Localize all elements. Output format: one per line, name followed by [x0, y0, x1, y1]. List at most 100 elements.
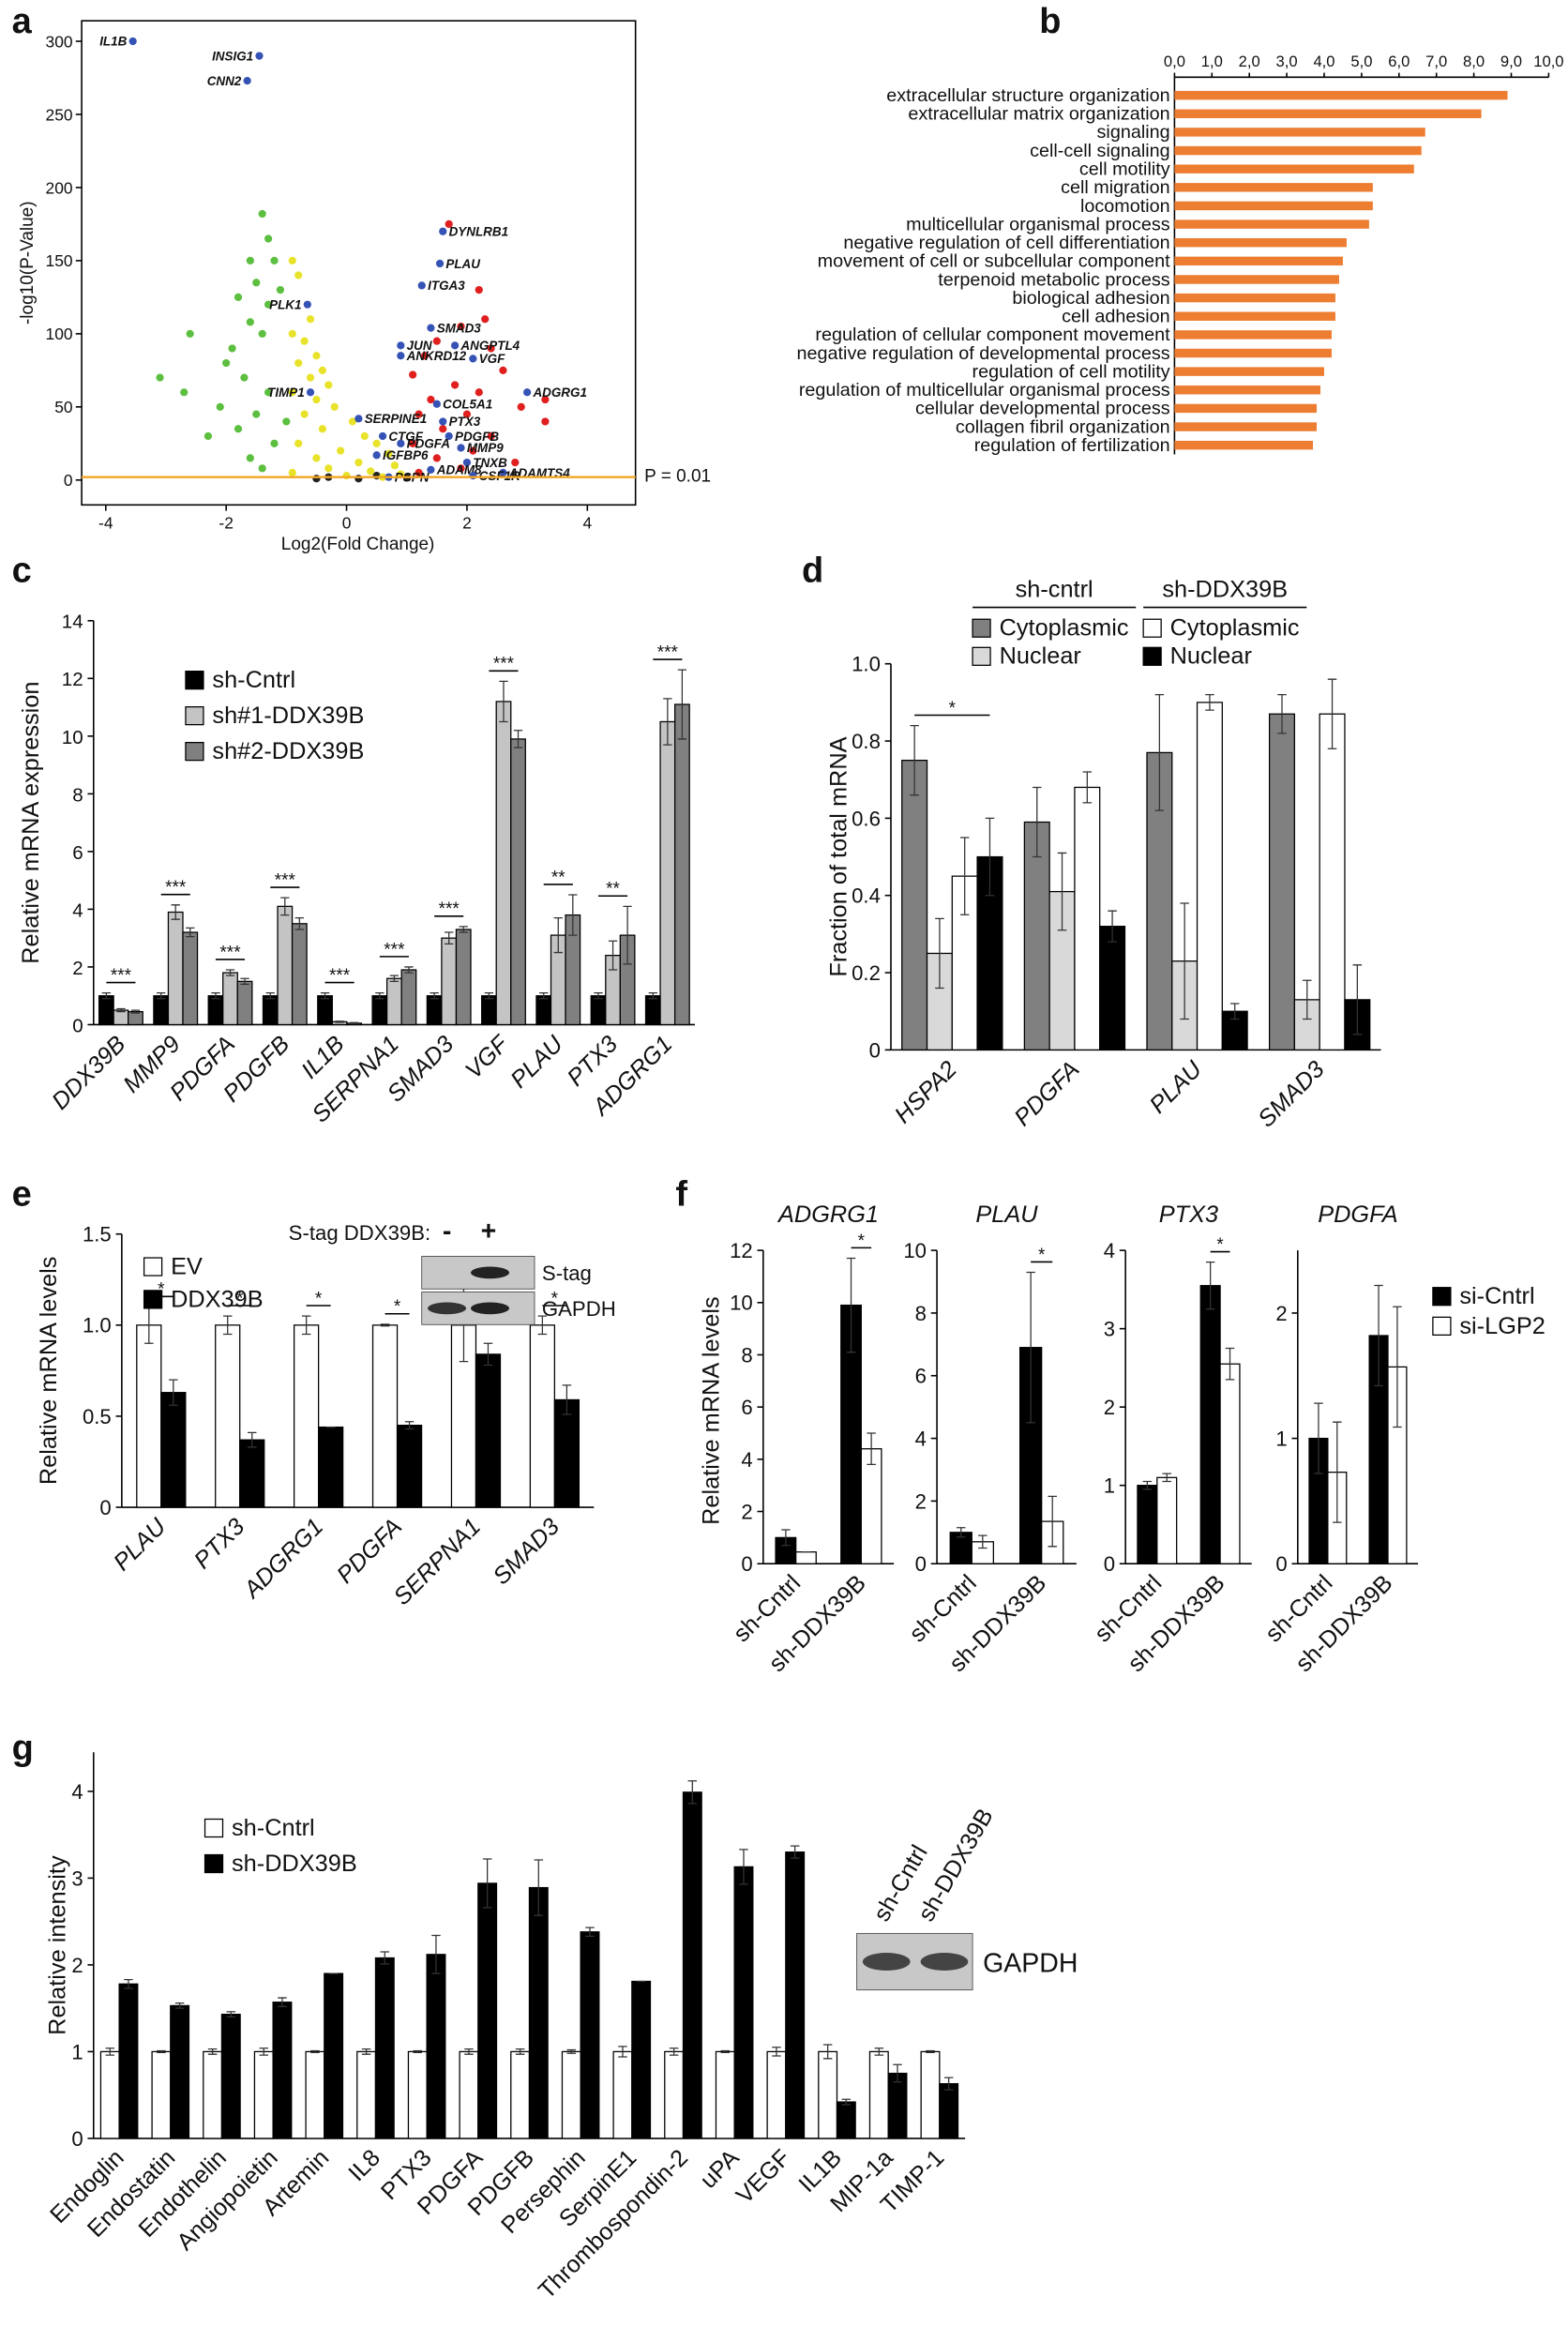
error-bar	[893, 2063, 902, 2083]
x-tick-label: 4,0	[1313, 53, 1334, 70]
data-point	[270, 256, 279, 265]
point-label: ANKRD12	[406, 349, 467, 363]
bar	[1174, 348, 1332, 358]
bar	[673, 703, 690, 1026]
bar	[939, 2083, 959, 2139]
error-bar	[566, 2048, 577, 2054]
panel-letter: b	[1039, 2, 1061, 41]
error-bar	[1277, 694, 1287, 734]
x-tick-label: 7,0	[1425, 53, 1447, 70]
error-bar	[687, 1780, 698, 1805]
category-label: collagen fibril organization	[956, 416, 1170, 437]
y-tick-label: 0	[72, 1015, 83, 1036]
bar	[441, 937, 458, 1026]
error-bar	[157, 2049, 166, 2053]
error-bar	[431, 1934, 441, 1974]
y-axis-label: Relative intensity	[45, 1855, 71, 2035]
category-label: regulation of cell motility	[972, 361, 1170, 382]
bar	[160, 1392, 187, 1508]
error-bar	[1180, 902, 1189, 1020]
data-point	[354, 458, 363, 467]
data-point	[450, 381, 460, 389]
error-bar	[464, 2048, 474, 2055]
data-point	[541, 395, 550, 404]
bar	[1219, 1363, 1241, 1564]
error-bar	[1374, 1284, 1383, 1387]
data-point	[288, 256, 296, 265]
y-tick-label: 0	[869, 1038, 881, 1062]
data-point	[372, 451, 381, 460]
legend-label: si-LGP2	[1459, 1313, 1545, 1339]
bar	[1196, 702, 1223, 1051]
legend-swatch	[185, 706, 204, 726]
data-point	[415, 410, 423, 418]
data-point	[420, 352, 430, 360]
point-label: CNN2	[207, 74, 242, 88]
blot-row-label: GAPDH	[542, 1297, 616, 1321]
significance-label: *	[394, 1297, 401, 1317]
data-point	[439, 227, 447, 235]
legend-label: sh-DDX39B	[232, 1851, 357, 1877]
category-label: extracellular matrix organization	[908, 104, 1169, 125]
data-point	[541, 417, 550, 426]
bar	[1174, 440, 1314, 450]
error-bar	[790, 1845, 800, 1859]
chart-title: PTX3	[1159, 1201, 1218, 1228]
error-bar	[1154, 694, 1165, 811]
y-tick-label: 4	[1104, 1239, 1115, 1262]
legend-swatch	[143, 1290, 163, 1309]
error-bar	[380, 1323, 390, 1327]
data-point	[427, 324, 435, 332]
y-tick-label: 0.2	[852, 961, 881, 985]
data-point	[417, 281, 426, 290]
data-point	[240, 373, 249, 382]
data-point	[397, 341, 405, 350]
x-tick-label: -4	[98, 514, 113, 533]
y-tick-label: 0.4	[852, 884, 881, 908]
error-bar	[482, 1858, 492, 1909]
y-tick-label: 4	[71, 1780, 83, 1804]
bar	[766, 2050, 787, 2139]
y-axis-label: Relative mRNA expression	[18, 682, 44, 964]
y-tick-label: 4	[915, 1427, 927, 1450]
data-point	[264, 388, 273, 397]
category-label: cellular developmental process	[915, 399, 1170, 419]
y-tick-label: 2	[741, 1500, 752, 1523]
data-point	[415, 468, 423, 477]
bar	[1319, 713, 1346, 1051]
point-label: INSIG1	[212, 49, 253, 63]
data-point	[469, 446, 477, 455]
data-point	[384, 449, 393, 458]
bar	[203, 2050, 223, 2139]
bar	[887, 2072, 908, 2139]
bar	[151, 2050, 172, 2139]
data-point	[427, 395, 435, 404]
bar	[1174, 293, 1335, 303]
x-tick-label: 9,0	[1500, 53, 1522, 70]
data-point	[312, 395, 321, 404]
bar	[182, 931, 199, 1026]
data-point	[450, 341, 460, 350]
bar	[528, 1886, 549, 2139]
category-label: signaling	[1097, 122, 1170, 143]
y-axis-label: Relative mRNA levels	[36, 1257, 62, 1486]
bar	[1174, 201, 1373, 211]
y-tick-label: 10	[903, 1239, 927, 1262]
legend-label: Cytoplasmic	[1170, 615, 1300, 642]
error-bar	[207, 2048, 218, 2055]
error-bar	[515, 2048, 525, 2055]
bar	[1174, 275, 1339, 284]
data-point	[517, 402, 525, 411]
error-bar	[537, 1315, 548, 1336]
bar	[396, 1424, 423, 1508]
y-tick-label: 1	[1104, 1474, 1115, 1498]
data-point	[354, 415, 363, 423]
significance-label: ***	[384, 940, 405, 960]
point-label: SMAD3	[437, 321, 482, 335]
error-bar	[739, 1849, 748, 1885]
bar	[1174, 237, 1347, 248]
data-point	[475, 388, 483, 397]
chart-title: PLAU	[975, 1201, 1038, 1228]
data-point	[258, 209, 266, 219]
y-tick-label: 8	[72, 784, 83, 806]
